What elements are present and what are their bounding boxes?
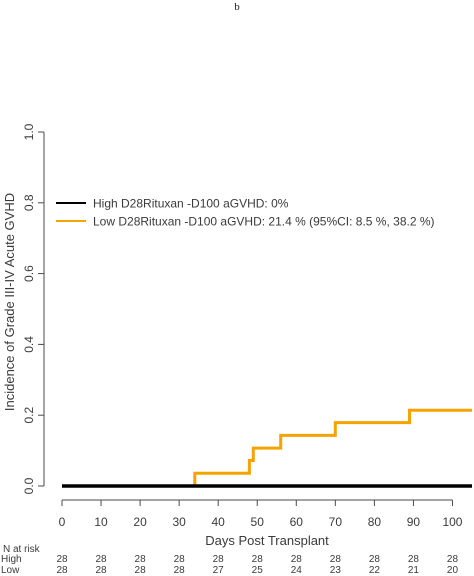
risk-value: 28 (291, 554, 303, 565)
risk-row-label: Low (1, 565, 20, 576)
risk-value: 28 (213, 554, 225, 565)
risk-value: 28 (252, 554, 264, 565)
risk-value: 28 (369, 554, 381, 565)
x-tick-label: 100 (442, 515, 462, 529)
axes: 0.0 0.2 0.4 0.6 0.8 1.0 0 10 20 30 40 50 60 70 80 90 100 (22, 123, 463, 529)
x-tick-label: 70 (329, 515, 343, 529)
y-tick-label: 0.0 (22, 477, 36, 494)
x-tick-label: 20 (133, 515, 147, 529)
x-tick-label: 10 (94, 515, 108, 529)
series-low-line (62, 408, 472, 488)
risk-value: 27 (213, 565, 225, 576)
risk-value: 28 (174, 554, 186, 565)
risk-value: 25 (252, 565, 264, 576)
x-axis-label: Days Post Transplant (205, 533, 329, 548)
risk-value: 28 (135, 554, 147, 565)
risk-value: 21 (408, 565, 420, 576)
plot-lines (62, 408, 472, 488)
x-tick-label: 50 (251, 515, 265, 529)
risk-value: 28 (95, 554, 107, 565)
x-tick-label: 0 (59, 515, 66, 529)
risk-value: 28 (95, 565, 107, 576)
risk-value: 20 (447, 565, 459, 576)
panel-label: b (234, 1, 240, 13)
risk-row-label: High (1, 554, 22, 565)
legend: High D28Rituxan -D100 aGVHD: 0% Low D28R… (56, 197, 435, 229)
y-tick-label: 1.0 (22, 123, 36, 140)
risk-value: 28 (174, 565, 186, 576)
legend-label-low: Low D28Rituxan -D100 aGVHD: 21.4 % (95%C… (93, 215, 435, 229)
risk-value: 28 (135, 565, 147, 576)
x-tick-label: 90 (407, 515, 421, 529)
risk-value: 28 (408, 554, 420, 565)
risk-value: 28 (330, 554, 342, 565)
risk-value: 28 (447, 554, 459, 565)
risk-table-title: N at risk (3, 544, 41, 555)
x-tick-label: 30 (172, 515, 186, 529)
x-tick-label: 60 (290, 515, 304, 529)
y-tick-label: 0.6 (22, 265, 36, 282)
x-tick-label: 80 (368, 515, 382, 529)
risk-value: 28 (56, 554, 68, 565)
y-tick-label: 0.2 (22, 407, 36, 424)
y-tick-label: 0.4 (22, 336, 36, 353)
risk-value: 23 (330, 565, 342, 576)
risk-value: 24 (291, 565, 303, 576)
risk-value: 28 (56, 565, 68, 576)
legend-label-high: High D28Rituxan -D100 aGVHD: 0% (93, 197, 289, 211)
y-tick-label: 0.8 (22, 194, 36, 211)
x-tick-label: 40 (212, 515, 226, 529)
y-axis-label: Incidence of Grade III-IV Acute GVHD (2, 193, 17, 411)
risk-value: 22 (369, 565, 381, 576)
